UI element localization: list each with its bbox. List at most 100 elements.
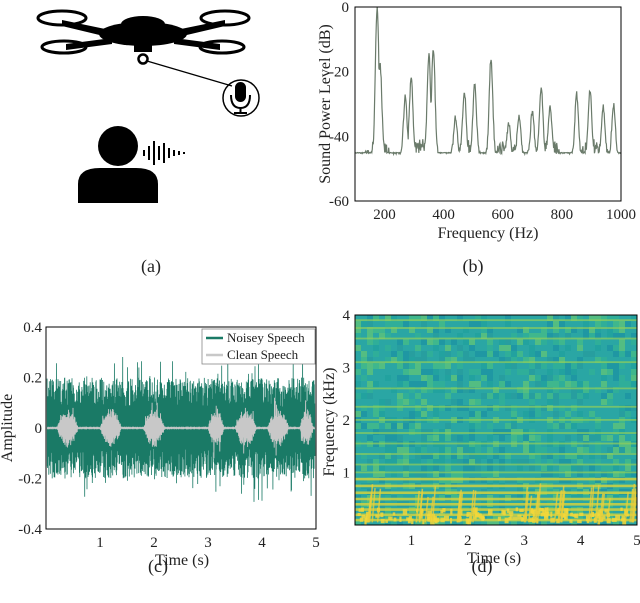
d-heatmap-cell — [613, 519, 619, 525]
d-heatmap-cell — [475, 453, 481, 459]
d-energy-blob — [503, 510, 506, 516]
d-heatmap-cell — [619, 423, 625, 429]
d-heatmap-cell — [595, 447, 601, 453]
d-heatmap-cell — [415, 429, 421, 435]
d-heatmap-cell — [559, 357, 565, 363]
d-heatmap-cell — [511, 333, 517, 339]
d-heatmap-cell — [481, 327, 487, 333]
d-heatmap-cell — [463, 465, 469, 471]
d-heatmap-cell — [451, 357, 457, 363]
d-heatmap-cell — [547, 321, 553, 327]
d-heatmap-cell — [577, 315, 583, 321]
d-heatmap-cell — [457, 399, 463, 405]
d-heatmap-cell — [499, 435, 505, 441]
d-heatmap-cell — [553, 453, 559, 459]
d-heatmap-cell — [601, 321, 607, 327]
d-heatmap-cell — [523, 369, 529, 375]
d-heatmap-cell — [583, 387, 589, 393]
d-energy-blob — [442, 508, 446, 513]
d-heatmap-cell — [589, 453, 595, 459]
d-heatmap-cell — [577, 471, 583, 477]
d-heatmap-cell — [511, 423, 517, 429]
d-heatmap-cell — [529, 345, 535, 351]
d-heatmap-cell — [439, 351, 445, 357]
d-heatmap-cell — [373, 423, 379, 429]
d-heatmap-cell — [577, 399, 583, 405]
d-heatmap-cell — [547, 453, 553, 459]
d-heatmap-cell — [523, 459, 529, 465]
d-heatmap-cell — [469, 375, 475, 381]
d-heatmap-cell — [433, 405, 439, 411]
d-heatmap-cell — [439, 357, 445, 363]
d-heatmap-cell — [469, 381, 475, 387]
d-heatmap-cell — [625, 405, 631, 411]
d-heatmap-cell — [553, 393, 559, 399]
d-heatmap-cell — [367, 381, 373, 387]
d-heatmap-cell — [433, 315, 439, 321]
d-heatmap-cell — [607, 399, 613, 405]
d-heatmap-cell — [421, 429, 427, 435]
d-heatmap-cell — [409, 315, 415, 321]
d-heatmap-cell — [445, 357, 451, 363]
d-heatmap-cell — [397, 375, 403, 381]
panel-c-chart: Amplitude Time (s) 0.4 0.2 0 -0.2 -0.4 1 2 3 4 5… — [0, 320, 320, 569]
d-speech-streak — [472, 490, 477, 523]
d-heatmap-cell — [421, 453, 427, 459]
d-heatmap-cell — [619, 339, 625, 345]
d-energy-blob — [508, 511, 514, 515]
d-heatmap-cell — [571, 453, 577, 459]
d-heatmap-cell — [403, 471, 409, 477]
d-heatmap-cell — [547, 435, 553, 441]
d-heatmap-cell — [409, 429, 415, 435]
b-series-line — [355, 6, 622, 157]
d-heatmap-cell — [457, 369, 463, 375]
d-heatmap-cell — [475, 423, 481, 429]
d-heatmap-cell — [385, 453, 391, 459]
d-speech-streak — [606, 498, 611, 523]
d-heatmap-cell — [409, 399, 415, 405]
d-heatmap-cell — [439, 363, 445, 369]
d-heatmap-cell — [415, 411, 421, 417]
d-heatmap-cell — [469, 339, 475, 345]
d-heatmap-cell — [421, 435, 427, 441]
d-heatmap-cell — [511, 519, 517, 525]
d-energy-blob — [473, 516, 477, 520]
d-energy-blob — [388, 516, 393, 521]
d-speech-streak — [536, 483, 542, 523]
d-heatmap-cell — [589, 327, 595, 333]
d-heatmap-cell — [433, 363, 439, 369]
d-heatmap-cell — [541, 519, 547, 525]
d-heatmap-cell — [433, 381, 439, 387]
d-heatmap-cell — [529, 405, 535, 411]
d-ytick-labels: 1 2 3 4 — [343, 308, 351, 482]
d-heatmap-cell — [367, 339, 373, 345]
d-heatmap-cell — [391, 429, 397, 435]
d-heatmap-cell — [415, 423, 421, 429]
d-heatmap-cell — [439, 435, 445, 441]
d-harmonic-band — [355, 327, 637, 329]
d-heatmap-cell — [469, 465, 475, 471]
d-speech-streak — [557, 490, 562, 523]
d-heatmap-cell — [499, 381, 505, 387]
d-heatmap-cell — [373, 405, 379, 411]
d-heatmap-cell — [361, 465, 367, 471]
d-heatmap-cell — [385, 315, 391, 321]
panel-a-illustration — [36, 9, 260, 203]
d-heatmap-cell — [451, 399, 457, 405]
d-heatmap-cell — [529, 333, 535, 339]
d-heatmap-cell — [541, 327, 547, 333]
d-heatmap-cell — [451, 339, 457, 345]
d-speech-streak — [431, 486, 437, 523]
d-heatmap-cell — [367, 333, 373, 339]
d-heatmap-cell — [541, 333, 547, 339]
d-heatmap-cell — [631, 447, 637, 453]
d-heatmap-cell — [415, 453, 421, 459]
d-heatmap-cell — [601, 381, 607, 387]
d-heatmap-cell — [445, 405, 451, 411]
d-heatmap-cell — [571, 327, 577, 333]
c-xtick: 5 — [312, 535, 320, 551]
d-heatmap-cell — [553, 339, 559, 345]
d-heatmap-cell — [547, 381, 553, 387]
d-speech-streak — [561, 490, 566, 523]
d-heatmap-cell — [493, 429, 499, 435]
